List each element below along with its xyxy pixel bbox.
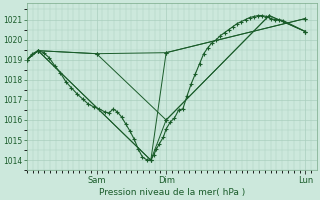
X-axis label: Pression niveau de la mer( hPa ): Pression niveau de la mer( hPa ) xyxy=(99,188,245,197)
